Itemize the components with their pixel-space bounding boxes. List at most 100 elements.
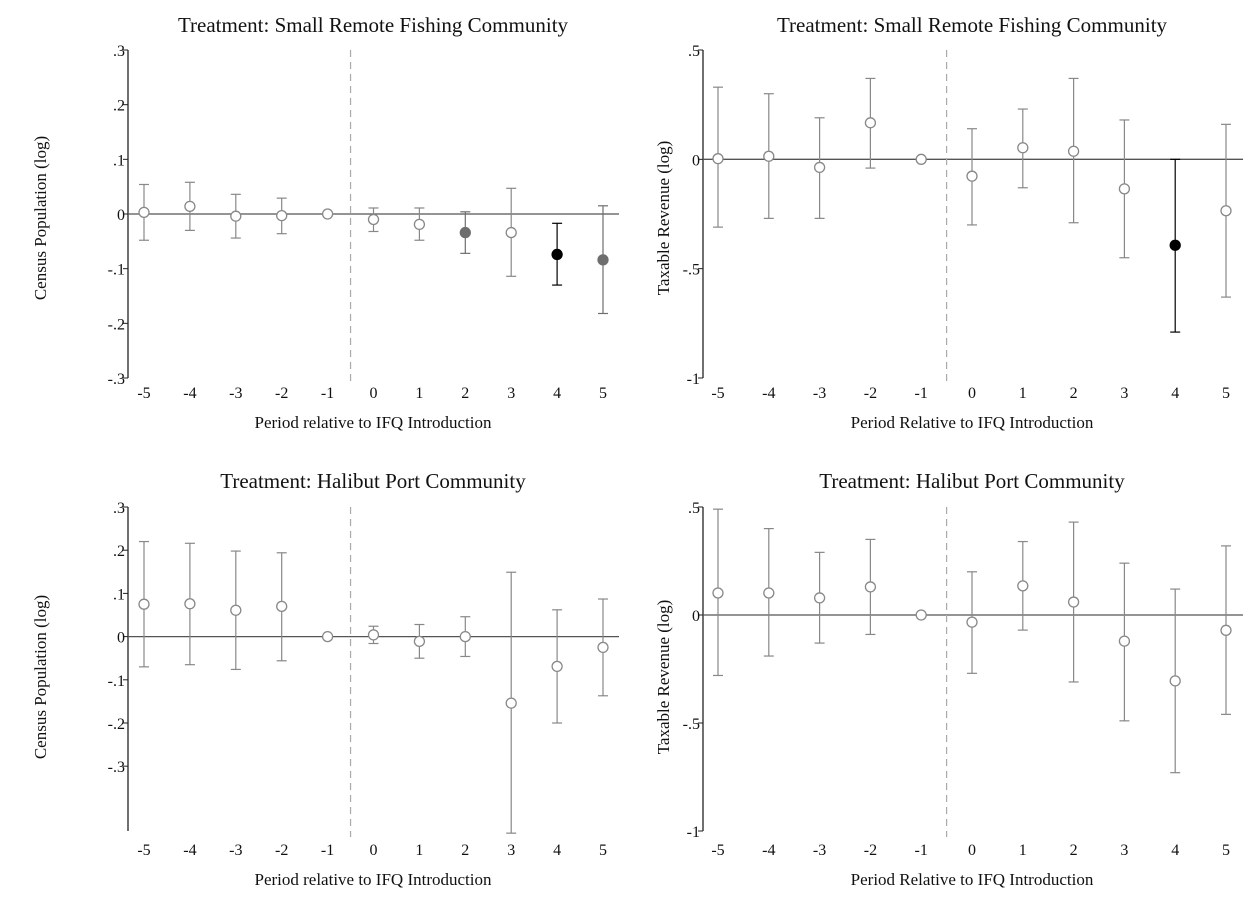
y-tick-label: -1 bbox=[687, 371, 700, 388]
y-tick-label: .5 bbox=[688, 43, 700, 60]
point-estimate bbox=[276, 600, 288, 613]
point-estimate bbox=[1118, 183, 1131, 195]
point-estimate bbox=[1067, 145, 1080, 157]
x-tick-label: -4 bbox=[183, 385, 196, 402]
point-estimate bbox=[597, 641, 609, 654]
x-tick-label: 0 bbox=[370, 842, 378, 859]
y-tick-label: 0 bbox=[117, 630, 125, 647]
y-tick-label: .3 bbox=[113, 43, 125, 60]
y-axis-label: Taxable Revenue (log) bbox=[654, 600, 673, 755]
y-tick-label: -.2 bbox=[108, 316, 125, 333]
point-estimate bbox=[551, 248, 563, 261]
y-tick-label: .1 bbox=[113, 586, 125, 603]
x-tick-label: -2 bbox=[864, 385, 877, 402]
point-estimate bbox=[1169, 675, 1181, 687]
point-estimate bbox=[763, 150, 775, 162]
y-tick-label: 0 bbox=[117, 207, 125, 224]
point-estimate bbox=[367, 213, 380, 226]
x-tick-label: -1 bbox=[321, 842, 334, 859]
x-tick-label: -3 bbox=[229, 842, 242, 859]
y-tick-label: -.3 bbox=[108, 371, 125, 388]
y-tick-label: .3 bbox=[113, 500, 125, 517]
y-tick-label: .1 bbox=[113, 152, 125, 169]
point-estimate bbox=[551, 660, 563, 673]
point-estimate bbox=[1220, 205, 1232, 217]
x-axis-label: Period relative to IFQ Introduction bbox=[254, 870, 492, 889]
chart-svg: Treatment: Halibut Port Community Taxabl… bbox=[654, 469, 1243, 889]
point-estimate bbox=[413, 218, 426, 231]
plot-area: .3 .2 .1 0 -.1 -.2 -.3 -5 -4 -3 -2 -1 0 1 2 3 4 5 bbox=[108, 500, 619, 859]
x-tick-label: 0 bbox=[968, 842, 976, 859]
point-estimate bbox=[712, 587, 724, 599]
chart-title: Treatment: Small Remote Fishing Communit… bbox=[777, 13, 1168, 37]
panel-population-halibut-port: Treatment: Halibut Port Community Census… bbox=[0, 453, 627, 905]
point-estimate bbox=[138, 206, 150, 219]
chart-title: Treatment: Halibut Port Community bbox=[819, 469, 1125, 493]
x-tick-label: -3 bbox=[229, 385, 242, 402]
y-axis-label: Taxable Revenue (log) bbox=[654, 141, 673, 296]
point-estimate bbox=[321, 630, 334, 643]
x-tick-label: -4 bbox=[762, 842, 775, 859]
point-estimate bbox=[915, 609, 927, 621]
x-tick-label: -4 bbox=[762, 385, 775, 402]
chart-svg: Treatment: Small Remote Fishing Communit… bbox=[31, 13, 619, 432]
x-tick-label: 5 bbox=[599, 842, 607, 859]
y-tick-label: 0 bbox=[692, 608, 700, 625]
y-tick-label: 0 bbox=[692, 152, 700, 169]
point-estimate bbox=[864, 117, 877, 129]
point-estimate bbox=[864, 581, 877, 593]
plot-area: .5 0 -.5 -1 -5 -4 -3 -2 -1 0 1 2 3 4 5 bbox=[683, 43, 1243, 402]
x-tick-label: -1 bbox=[321, 385, 334, 402]
x-tick-label: -5 bbox=[137, 842, 150, 859]
x-tick-label: 3 bbox=[507, 842, 515, 859]
x-tick-label: 3 bbox=[507, 385, 515, 402]
point-estimate bbox=[184, 598, 196, 610]
x-tick-label: 0 bbox=[370, 385, 378, 402]
x-tick-label: -3 bbox=[813, 842, 826, 859]
x-tick-label: -5 bbox=[711, 842, 724, 859]
point-estimate bbox=[505, 697, 517, 709]
point-estimate bbox=[1118, 635, 1131, 647]
chart-svg: Treatment: Halibut Port Community Census… bbox=[31, 469, 619, 889]
y-tick-label: -.3 bbox=[108, 759, 125, 776]
point-estimate bbox=[966, 616, 978, 628]
x-axis-label: Period Relative to IFQ Introduction bbox=[851, 413, 1094, 432]
point-estimate bbox=[712, 153, 724, 165]
y-tick-label: -.5 bbox=[683, 716, 700, 733]
x-tick-label: 0 bbox=[968, 385, 976, 402]
point-estimate bbox=[1017, 142, 1029, 154]
point-estimate bbox=[230, 604, 242, 616]
y-axis-label: Census Population (log) bbox=[31, 136, 50, 300]
x-tick-label: 2 bbox=[1070, 842, 1078, 859]
x-tick-label: 5 bbox=[1222, 385, 1230, 402]
x-tick-label: 2 bbox=[461, 842, 469, 859]
point-estimate bbox=[763, 587, 775, 599]
point-estimate bbox=[321, 208, 334, 220]
x-tick-label: 4 bbox=[553, 385, 561, 402]
point-estimate bbox=[1169, 239, 1181, 251]
x-tick-label: -2 bbox=[275, 842, 288, 859]
x-tick-label: -3 bbox=[813, 385, 826, 402]
plot-area: .3 .2 .1 0 -.1 -.2 -.3 -5 -4 -3 -2 -1 0 1 2 3 4 5 bbox=[108, 43, 619, 402]
point-estimate bbox=[505, 226, 517, 239]
x-axis-label: Period relative to IFQ Introduction bbox=[254, 413, 492, 432]
x-tick-label: 1 bbox=[1019, 385, 1027, 402]
x-tick-label: -1 bbox=[915, 842, 928, 859]
panel-revenue-halibut-port: Treatment: Halibut Port Community Taxabl… bbox=[627, 453, 1254, 905]
point-estimate bbox=[1220, 624, 1232, 636]
x-tick-label: 5 bbox=[599, 385, 607, 402]
point-estimate bbox=[230, 210, 242, 222]
point-estimate bbox=[276, 209, 288, 222]
y-tick-label: -.2 bbox=[108, 716, 125, 733]
x-tick-label: -4 bbox=[183, 842, 196, 859]
point-estimate bbox=[459, 630, 471, 643]
x-tick-label: 3 bbox=[1120, 842, 1128, 859]
y-tick-label: -.1 bbox=[108, 673, 125, 690]
x-tick-label: 4 bbox=[1171, 842, 1179, 859]
point-estimate bbox=[966, 170, 978, 182]
y-tick-label: -.5 bbox=[683, 262, 700, 279]
point-estimate bbox=[138, 598, 150, 610]
x-tick-label: 1 bbox=[415, 385, 423, 402]
y-axis-label: Census Population (log) bbox=[31, 595, 50, 759]
x-tick-label: -5 bbox=[711, 385, 724, 402]
